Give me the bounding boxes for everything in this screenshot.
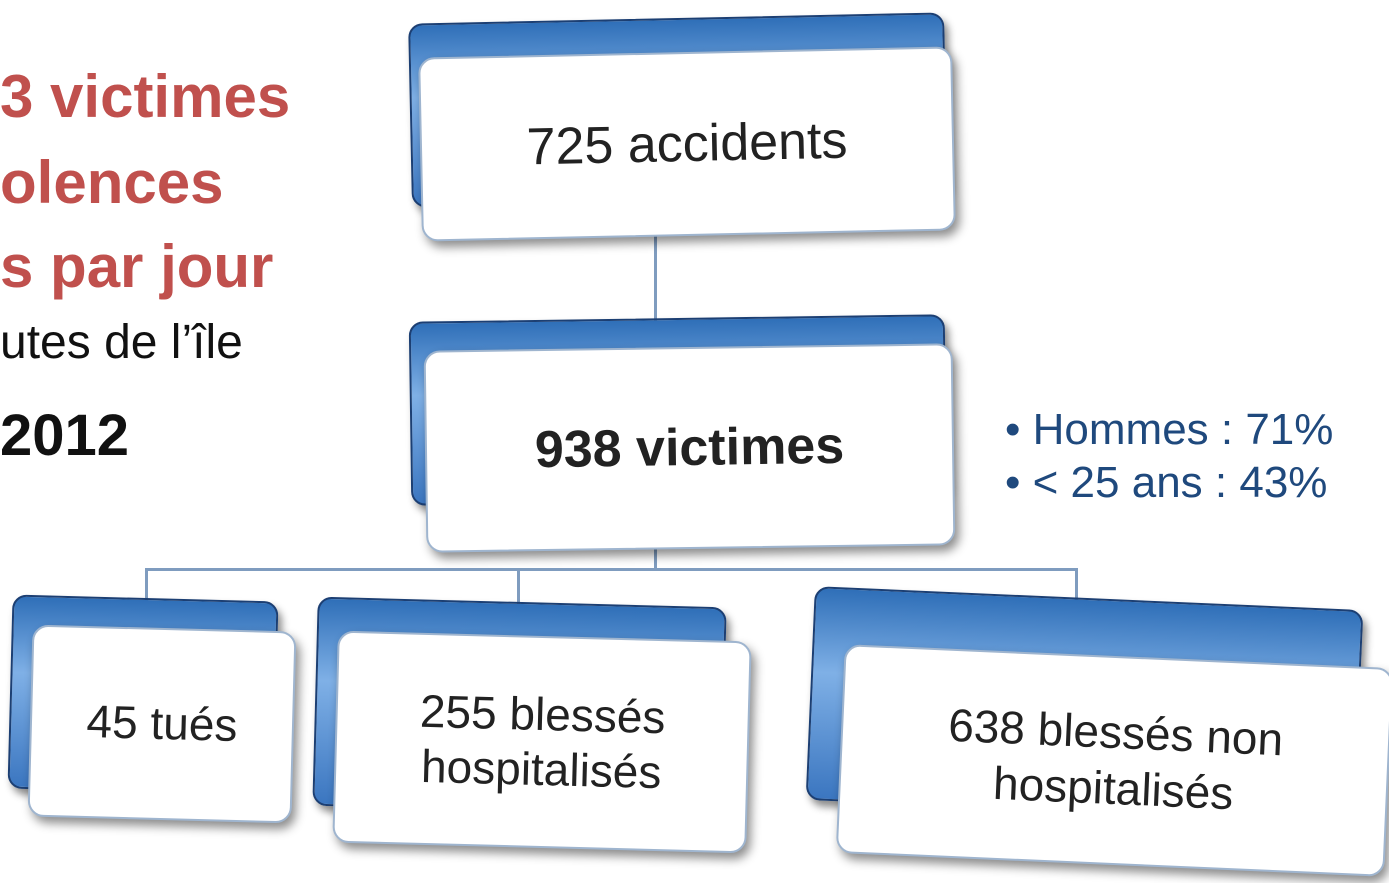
connector bbox=[145, 568, 1077, 571]
node-label: 45 tués bbox=[85, 695, 239, 752]
bullet-text: < 25 ans : 43% bbox=[1032, 458, 1328, 507]
node: 638 blessés non hospitalisés bbox=[835, 644, 1389, 877]
bullet: • Hommes : 71% bbox=[1005, 405, 1334, 454]
side-text: utes de l’île bbox=[0, 316, 243, 369]
node: 938 victimes bbox=[423, 343, 956, 553]
node-label: hospitalisés bbox=[420, 739, 663, 799]
side-text: olences bbox=[0, 149, 224, 216]
side-text: 2012 bbox=[0, 403, 130, 468]
node-label: 725 accidents bbox=[525, 111, 849, 177]
connector bbox=[654, 545, 657, 571]
bullet: • < 25 ans : 43% bbox=[1005, 458, 1328, 507]
connector bbox=[517, 568, 520, 608]
node: 255 blessés hospitalisés bbox=[332, 630, 752, 854]
node: 45 tués bbox=[27, 624, 297, 824]
node-label: hospitalisés bbox=[992, 756, 1235, 819]
connector bbox=[654, 230, 657, 348]
node: 725 accidents bbox=[418, 46, 956, 242]
side-text: s par jour bbox=[0, 233, 274, 300]
side-text: 3 victimes bbox=[0, 63, 291, 130]
node-label: 255 blessés bbox=[419, 684, 667, 744]
connector bbox=[1075, 568, 1078, 608]
bullet-text: Hommes : 71% bbox=[1032, 405, 1334, 454]
connector bbox=[145, 568, 148, 608]
node-label: 938 victimes bbox=[534, 416, 845, 479]
